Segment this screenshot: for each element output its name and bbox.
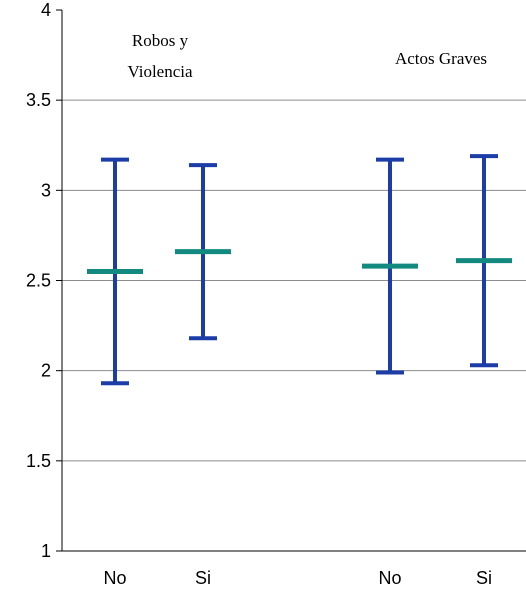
y-tick-label: 1 <box>41 541 51 561</box>
error-bar-4 <box>456 154 512 368</box>
x-tick-label: Si <box>195 568 211 588</box>
x-tick-label: No <box>103 568 126 588</box>
error-bar-3 <box>362 157 418 375</box>
y-tick-label: 2.5 <box>26 271 51 291</box>
x-axis-ticks: No Si No Si <box>103 568 492 588</box>
annotation-robos-line1: Robos y <box>132 31 189 50</box>
y-axis-ticks: 1 1.5 2 2.5 3 3.5 4 <box>26 0 51 561</box>
y-tick-label: 4 <box>41 0 51 20</box>
y-tick-label: 3.5 <box>26 90 51 110</box>
error-bar-1 <box>87 157 143 386</box>
annotation-robos-line2: Violencia <box>127 62 193 81</box>
gridlines <box>62 99 526 462</box>
y-tick-label: 3 <box>41 180 51 200</box>
x-tick-label: No <box>378 568 401 588</box>
y-tick-label: 1.5 <box>26 451 51 471</box>
x-tick-label: Si <box>476 568 492 588</box>
error-bars <box>87 154 512 386</box>
annotation-actos-graves: Actos Graves <box>395 49 487 68</box>
error-bar-2 <box>175 163 231 341</box>
axes <box>56 9 526 552</box>
y-tick-label: 2 <box>41 361 51 381</box>
